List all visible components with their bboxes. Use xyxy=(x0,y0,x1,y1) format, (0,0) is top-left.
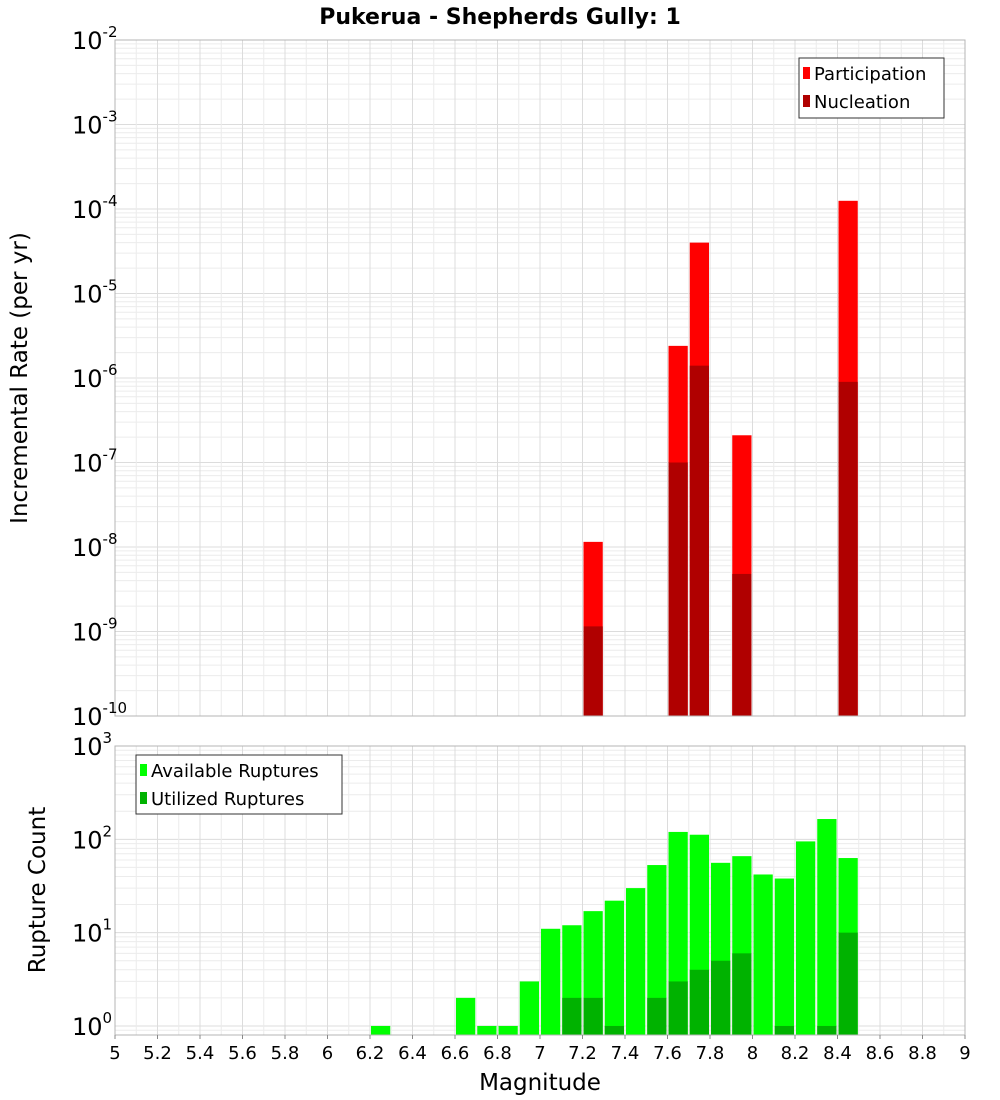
available-ruptures-bar xyxy=(498,1025,518,1035)
magnitude-x-tick-label: 6.6 xyxy=(441,1043,470,1064)
rupture-count-bars xyxy=(371,819,858,1035)
rate-y-axis-label: Incremental Rate (per yr) xyxy=(7,232,33,524)
magnitude-x-axis-label: Magnitude xyxy=(479,1070,601,1096)
magnitude-x-tick-label: 5 xyxy=(109,1043,120,1064)
utilized-ruptures-bar xyxy=(838,932,858,1035)
magnitude-x-tick-label: 8.4 xyxy=(823,1043,852,1064)
rate-gridlines xyxy=(114,39,966,717)
utilized-ruptures-bar xyxy=(604,1025,624,1035)
available-ruptures-bar xyxy=(604,900,624,1035)
available-ruptures-bar xyxy=(371,1025,391,1035)
rate-y-tick-label: 10-5 xyxy=(72,277,118,309)
magnitude-x-tick-label: 8.6 xyxy=(866,1043,895,1064)
available-ruptures-legend-swatch xyxy=(140,764,147,776)
chart-title: Pukerua - Shepherds Gully: 1 xyxy=(319,5,681,30)
nucleation-bar xyxy=(583,626,603,716)
rupture-count-y-axis-label: Rupture Count xyxy=(25,807,51,973)
magnitude-x-tick-label: 8.2 xyxy=(781,1043,810,1064)
rupture-count-legend: Available Ruptures Utilized Ruptures xyxy=(135,754,343,815)
rate-y-tick-label: 10-2 xyxy=(72,23,118,55)
utilized-ruptures-bar xyxy=(711,960,731,1035)
rate-y-tick-label: 10-8 xyxy=(72,530,118,562)
rate-legend-box xyxy=(798,57,945,119)
magnitude-x-tick-label: 5.8 xyxy=(271,1043,300,1064)
rupture-count-y-ticks: 100 101 102 103 xyxy=(72,729,112,1041)
utilized-ruptures-bar xyxy=(817,1025,837,1035)
available-ruptures-bar xyxy=(774,878,794,1035)
rate-plot-border xyxy=(114,39,966,717)
magnitude-x-tick-label: 7.2 xyxy=(568,1043,597,1064)
utilized-ruptures-bar xyxy=(647,997,667,1035)
rate-y-tick-label: 10-6 xyxy=(72,361,118,393)
utilized-ruptures-bar xyxy=(689,969,709,1035)
rate-y-tick-label: 10-3 xyxy=(72,108,118,140)
magnitude-x-tick-label: 8.8 xyxy=(908,1043,937,1064)
rate-panel: 10-10 10-9 10-8 10-7 10-6 10-5 10-4 10-3 10-2 In… xyxy=(7,23,966,731)
rate-y-tick-label: 10-4 xyxy=(72,192,118,224)
rupture-count-panel: 100 101 102 103 5 5.2 5.4 5.6 5.8 6 6.2 6.4 6.6 6.8 7… xyxy=(25,729,971,1096)
nucleation-bar xyxy=(668,462,688,716)
participation-legend-label: Participation xyxy=(814,64,926,85)
available-ruptures-bar xyxy=(519,981,539,1035)
rupture-count-y-tick-label: 103 xyxy=(72,729,112,761)
rupture-count-legend-box xyxy=(135,754,343,815)
nucleation-bar xyxy=(732,573,752,716)
magnitude-x-tick-label: 8 xyxy=(747,1043,758,1064)
rupture-count-y-tick-label: 102 xyxy=(72,822,112,854)
available-ruptures-bar xyxy=(753,874,773,1035)
available-ruptures-legend-label: Available Ruptures xyxy=(151,761,319,782)
available-ruptures-bar xyxy=(456,997,476,1035)
utilized-ruptures-bar xyxy=(562,997,582,1035)
utilized-ruptures-bar xyxy=(732,953,752,1035)
nucleation-bar xyxy=(689,365,709,716)
rupture-count-y-tick-label: 100 xyxy=(72,1009,112,1041)
magnitude-x-tick-label: 7.4 xyxy=(611,1043,640,1064)
available-ruptures-bar xyxy=(796,841,816,1035)
rupture-count-y-tick-label: 101 xyxy=(72,916,112,948)
rate-bars xyxy=(583,200,858,717)
magnitude-x-tick-label: 7.6 xyxy=(653,1043,682,1064)
magnitude-x-tick-label: 6 xyxy=(322,1043,333,1064)
magnitude-x-tick-label: 9 xyxy=(959,1043,970,1064)
utilized-ruptures-legend-label: Utilized Ruptures xyxy=(151,789,304,810)
magnitude-x-tick-label: 5.2 xyxy=(143,1043,172,1064)
nucleation-legend-swatch xyxy=(803,95,810,107)
magnitude-x-tick-label: 6.4 xyxy=(398,1043,427,1064)
magnitude-x-ticks: 5 5.2 5.4 5.6 5.8 6 6.2 6.4 6.6 6.8 7 7.2 7.4 7.6 7.8 8… xyxy=(109,1035,971,1064)
rate-y-ticks: 10-10 10-9 10-8 10-7 10-6 10-5 10-4 10-3 10-2 xyxy=(72,23,127,731)
nucleation-legend-label: Nucleation xyxy=(814,92,910,113)
available-ruptures-bar xyxy=(477,1025,497,1035)
available-ruptures-bar xyxy=(541,928,561,1035)
utilized-ruptures-bar xyxy=(583,997,603,1035)
available-ruptures-bar xyxy=(626,888,646,1035)
utilized-ruptures-bar xyxy=(774,1025,794,1035)
rate-y-tick-label: 10-7 xyxy=(72,446,118,478)
magnitude-x-tick-label: 6.8 xyxy=(483,1043,512,1064)
utilized-ruptures-bar xyxy=(668,981,688,1035)
rate-y-tick-label: 10-9 xyxy=(72,615,118,647)
magnitude-x-tick-label: 6.2 xyxy=(356,1043,385,1064)
available-ruptures-bar xyxy=(817,819,837,1035)
participation-legend-swatch xyxy=(803,67,810,79)
nucleation-bar xyxy=(838,381,858,716)
magnitude-x-tick-label: 5.4 xyxy=(186,1043,215,1064)
rate-legend: Participation Nucleation xyxy=(798,57,945,119)
magnitude-x-tick-label: 7.8 xyxy=(696,1043,725,1064)
rate-y-tick-label: 10-10 xyxy=(72,699,127,731)
magnitude-x-tick-label: 5.6 xyxy=(228,1043,257,1064)
magnitude-x-tick-label: 7 xyxy=(534,1043,545,1064)
utilized-ruptures-legend-swatch xyxy=(140,792,147,804)
available-ruptures-bar xyxy=(647,865,667,1035)
